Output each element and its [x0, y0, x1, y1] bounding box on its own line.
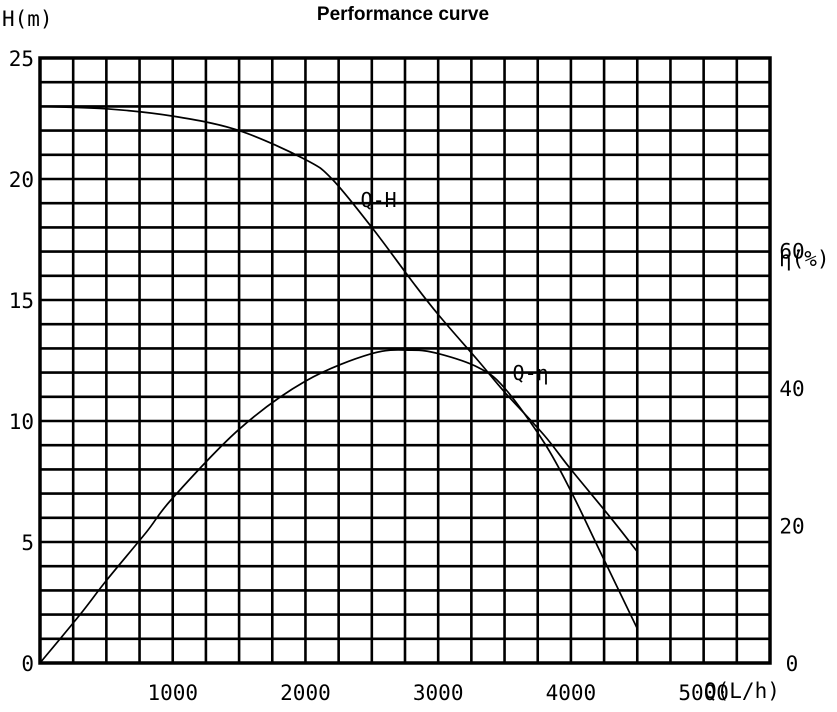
- y-axis-label: H(m): [2, 7, 53, 31]
- tick-labels: 1000 2000 3000 4000 5000 0 5 10 15 20 25 0 20 40 60: [9, 47, 805, 705]
- chart-text: Performance curve H(m) η(%) Q(L/h): [2, 4, 830, 703]
- x-axis-label: Q(L/h): [704, 679, 780, 703]
- y2-tick-label: 20: [779, 515, 804, 539]
- y-tick-label: 5: [21, 531, 34, 555]
- y-tick-label: 15: [9, 289, 34, 313]
- y2-tick-label: 40: [779, 377, 804, 401]
- y2-tick-label: 60: [779, 240, 804, 264]
- q-h-curve: [39, 105, 638, 553]
- y-tick-label: 10: [9, 410, 34, 434]
- chart-title: Performance curve: [317, 4, 489, 25]
- y2-tick-label: 0: [786, 652, 799, 676]
- y-tick-label: 25: [9, 47, 34, 71]
- plot-frame: [38, 56, 772, 665]
- y-tick-label: 0: [21, 652, 34, 676]
- x-tick-label: 3000: [413, 681, 464, 705]
- x-tick-label: 1000: [147, 681, 198, 705]
- q-h-curve-label: Q-H: [361, 188, 397, 212]
- x-tick-label: 4000: [546, 681, 597, 705]
- grid: [40, 58, 770, 663]
- plot-border: [38, 56, 772, 665]
- x-tick-label: 5000: [678, 681, 729, 705]
- curves: Q-H Q-η: [39, 105, 639, 664]
- q-eta-curve: [39, 349, 639, 664]
- x-tick-label: 2000: [280, 681, 331, 705]
- y2-axis-label: η(%): [779, 247, 830, 271]
- y-tick-label: 20: [9, 168, 34, 192]
- q-eta-curve-label: Q-η: [513, 361, 549, 385]
